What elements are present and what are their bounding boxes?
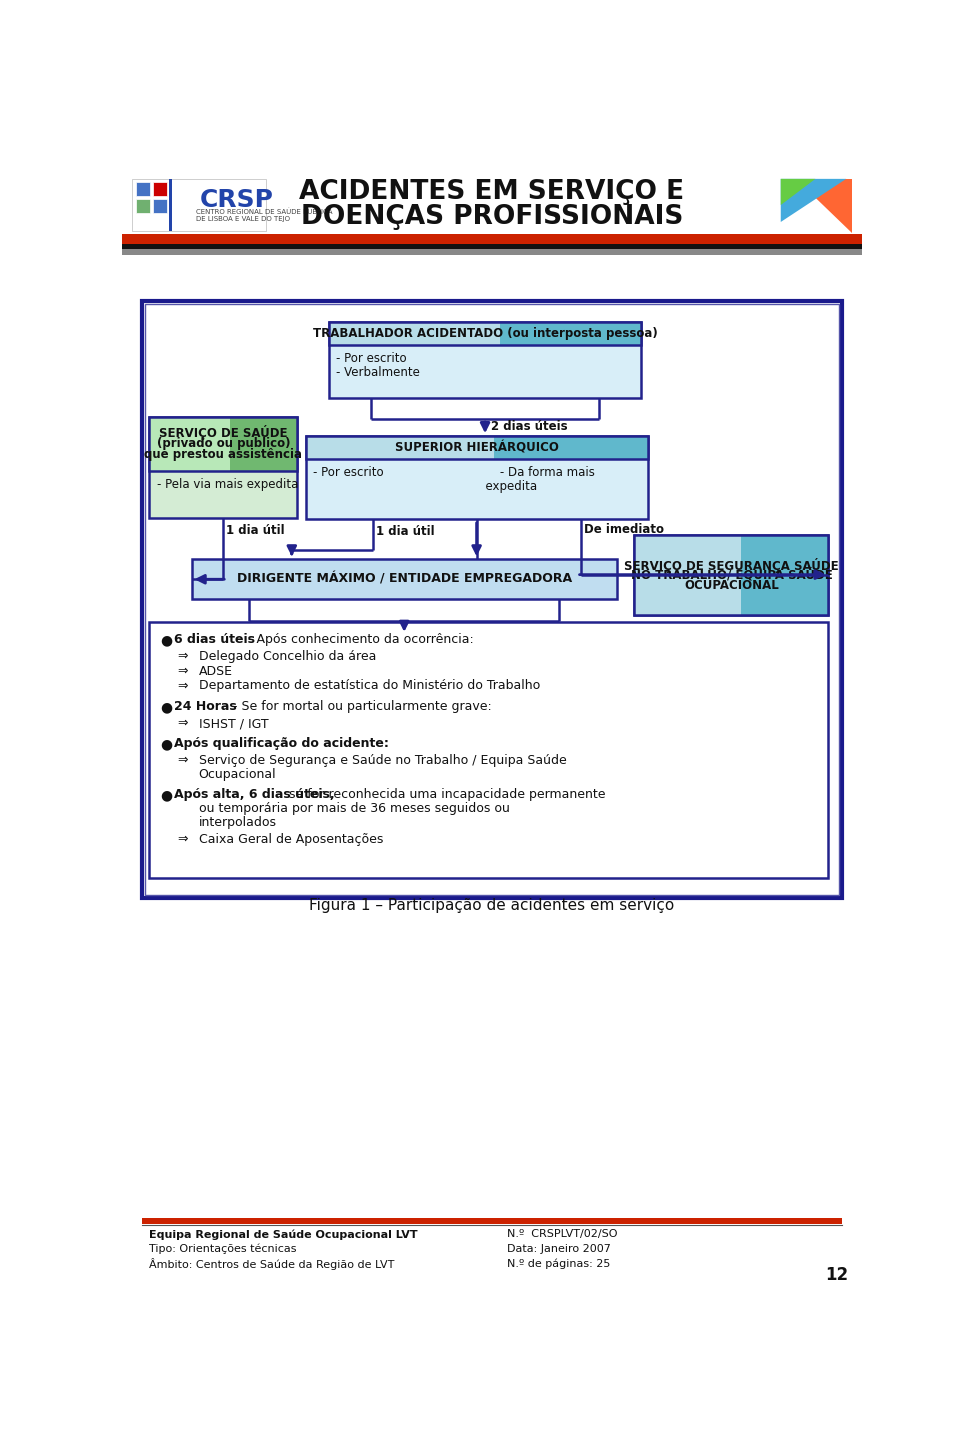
Bar: [142, 1218, 842, 1224]
Text: DIRIGENTE MÁXIMO / ENTIDADE EMPREGADORA: DIRIGENTE MÁXIMO / ENTIDADE EMPREGADORA: [237, 572, 572, 585]
Bar: [150, 623, 828, 878]
Text: ⇒: ⇒: [177, 717, 187, 730]
Bar: [328, 322, 641, 346]
Text: Tipo: Orientações técnicas: Tipo: Orientações técnicas: [150, 1244, 297, 1255]
Text: SUPERIOR HIERÁRQUICO: SUPERIOR HIERÁRQUICO: [396, 441, 559, 454]
Bar: [169, 179, 173, 231]
Text: ⇒: ⇒: [177, 832, 187, 845]
Bar: [305, 436, 648, 520]
Text: De imediato: De imediato: [584, 524, 663, 536]
Text: Ocupacional: Ocupacional: [199, 768, 276, 781]
Bar: [192, 559, 616, 600]
Text: Após qualificação do acidente:: Após qualificação do acidente:: [174, 738, 389, 751]
Text: 1 dia útil: 1 dia útil: [376, 526, 435, 539]
Text: (privado ou publico): (privado ou publico): [156, 437, 290, 450]
Bar: [305, 436, 648, 459]
Bar: [635, 534, 828, 616]
Text: CRSP: CRSP: [200, 189, 274, 212]
Bar: [136, 199, 150, 213]
Text: ●: ●: [160, 633, 172, 648]
Text: interpolados: interpolados: [199, 816, 276, 829]
Text: - Por escrito                               - Da forma mais: - Por escrito - Da forma mais: [313, 466, 595, 479]
Text: 6 dias úteis: 6 dias úteis: [174, 633, 255, 646]
Text: se for reconhecida uma incapacidade permanente: se for reconhecida uma incapacidade perm…: [290, 788, 606, 802]
Bar: [328, 322, 641, 398]
Bar: [136, 182, 150, 196]
Bar: [328, 322, 500, 346]
Polygon shape: [780, 179, 846, 222]
Text: 12: 12: [826, 1266, 849, 1284]
Bar: [123, 248, 861, 256]
Text: CENTRO REGIONAL DE SAÚDE PÚBLICA
DE LISBOA E VALE DO TEJO: CENTRO REGIONAL DE SAÚDE PÚBLICA DE LISB…: [196, 208, 332, 222]
Text: TRABALHADOR ACIDENTADO (ou interposta pessoa): TRABALHADOR ACIDENTADO (ou interposta pe…: [313, 327, 658, 340]
Text: - Verbalmente: - Verbalmente: [336, 366, 420, 379]
Text: Data: Janeiro 2007: Data: Janeiro 2007: [508, 1244, 612, 1253]
Text: - Por escrito: - Por escrito: [336, 351, 407, 364]
Text: 1 dia útil: 1 dia útil: [227, 524, 285, 537]
Bar: [123, 244, 861, 248]
Text: ACIDENTES EM SERVIÇO E: ACIDENTES EM SERVIÇO E: [300, 179, 684, 205]
Bar: [123, 174, 861, 234]
Bar: [635, 534, 828, 616]
Text: ●: ●: [160, 700, 172, 714]
Polygon shape: [780, 179, 815, 205]
Bar: [150, 417, 230, 470]
Text: ⇒: ⇒: [177, 680, 187, 693]
Text: 2 dias úteis: 2 dias úteis: [492, 420, 568, 433]
Bar: [635, 534, 741, 616]
Bar: [154, 182, 167, 196]
Text: 24 Horas: 24 Horas: [174, 700, 237, 713]
Bar: [328, 322, 641, 346]
Text: DOENÇAS PROFISSIONAIS: DOENÇAS PROFISSIONAIS: [300, 203, 684, 229]
Text: Serviço de Segurança e Saúde no Trabalho / Equipa Saúde: Serviço de Segurança e Saúde no Trabalho…: [199, 754, 566, 767]
Text: ou temporária por mais de 36 meses seguidos ou: ou temporária por mais de 36 meses segui…: [199, 802, 510, 815]
Text: OCUPACIONAL: OCUPACIONAL: [684, 578, 779, 591]
Text: que prestou assistência: que prestou assistência: [144, 449, 302, 462]
Text: - Pela via mais expedita: - Pela via mais expedita: [157, 478, 299, 491]
Bar: [150, 417, 298, 518]
Text: Caixa Geral de Aposentações: Caixa Geral de Aposentações: [199, 832, 383, 845]
Bar: [132, 179, 266, 231]
Bar: [305, 436, 648, 459]
Text: ISHST / IGT: ISHST / IGT: [199, 717, 268, 730]
Bar: [145, 305, 839, 894]
Text: expedita: expedita: [313, 481, 538, 492]
Bar: [150, 417, 298, 470]
Text: SERVIÇO DE SAÚDE: SERVIÇO DE SAÚDE: [159, 425, 288, 440]
Text: NO TRABALHO/ EQUIPA SAÚDE: NO TRABALHO/ EQUIPA SAÚDE: [631, 568, 832, 582]
Text: N.º  CRSPLVT/02/SO: N.º CRSPLVT/02/SO: [508, 1230, 618, 1239]
Text: SERVIÇO DE SEGURANÇA SAÚDE: SERVIÇO DE SEGURANÇA SAÚDE: [624, 558, 839, 572]
Bar: [123, 234, 861, 244]
Text: ⇒: ⇒: [177, 650, 187, 664]
Text: ⇒: ⇒: [177, 754, 187, 767]
Text: - Após conhecimento da ocorrência:: - Após conhecimento da ocorrência:: [240, 633, 474, 646]
Text: Âmbito: Centros de Saúde da Região de LVT: Âmbito: Centros de Saúde da Região de LV…: [150, 1259, 395, 1270]
Bar: [142, 301, 842, 897]
Polygon shape: [796, 179, 852, 232]
Bar: [150, 417, 298, 470]
Text: ●: ●: [160, 788, 172, 802]
Text: - Se for mortal ou particularmente grave:: - Se for mortal ou particularmente grave…: [225, 700, 492, 713]
Text: Figura 1 – Participação de acidentes em serviço: Figura 1 – Participação de acidentes em …: [309, 897, 675, 913]
Text: ●: ●: [160, 738, 172, 751]
Text: Após alta, 6 dias úteis,: Após alta, 6 dias úteis,: [174, 788, 335, 802]
Text: Departamento de estatística do Ministério do Trabalho: Departamento de estatística do Ministéri…: [199, 680, 540, 693]
Bar: [635, 534, 828, 616]
Text: ADSE: ADSE: [199, 665, 232, 678]
Text: Equipa Regional de Saúde Ocupacional LVT: Equipa Regional de Saúde Ocupacional LVT: [150, 1230, 418, 1240]
Text: N.º de páginas: 25: N.º de páginas: 25: [508, 1259, 611, 1269]
Bar: [154, 199, 167, 213]
Text: Delegado Concelhio da área: Delegado Concelhio da área: [199, 650, 376, 664]
Bar: [305, 436, 493, 459]
Text: ⇒: ⇒: [177, 665, 187, 678]
